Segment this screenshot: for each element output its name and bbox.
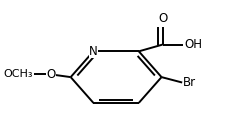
Text: Br: Br [183,76,196,89]
Text: O: O [158,12,167,25]
Text: OCH₃: OCH₃ [3,69,33,79]
Text: OH: OH [184,38,202,51]
Text: N: N [89,45,98,58]
Text: O: O [46,68,56,81]
